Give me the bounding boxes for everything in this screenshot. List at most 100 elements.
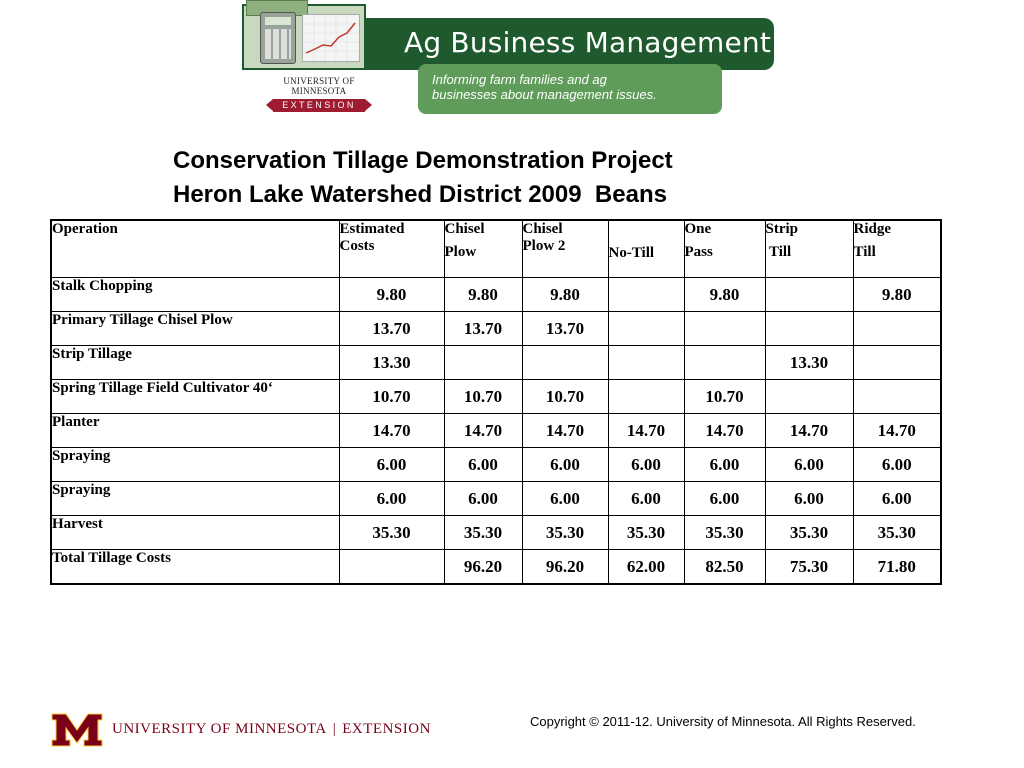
operation-cell: Spraying (50, 481, 340, 516)
cost-cell: 13.30 (338, 345, 445, 380)
cost-cell: 13.70 (521, 311, 609, 346)
graph-icon (302, 14, 360, 62)
cost-cell: 14.70 (443, 413, 523, 448)
cost-cell: 6.00 (338, 481, 445, 516)
cost-cell: 10.70 (338, 379, 445, 414)
cost-cell: 62.00 (607, 549, 685, 585)
cost-cell: 13.70 (338, 311, 445, 346)
cost-cell: 35.30 (338, 515, 445, 550)
cost-cell: 71.80 (852, 549, 942, 585)
table-row: Spring Tillage Field Cultivator 40‘ 10.70… (50, 379, 942, 414)
table-row: Primary Tillage Chisel Plow 13.70 13.70 13.… (50, 311, 942, 346)
header-cell: Chisel Plow (443, 219, 523, 278)
footer-university: UNIVERSITY OF MINNESOTA (112, 721, 327, 737)
table-header-row: Operation Estimated Costs Chisel Plow Chisel P… (50, 219, 942, 278)
cost-cell: 6.00 (443, 447, 523, 482)
cost-cell: 14.70 (764, 413, 854, 448)
copyright-notice: Copyright © 2011-12. University of Minne… (530, 714, 916, 729)
header-line2: Till (765, 244, 792, 260)
cost-cell: 9.80 (852, 277, 942, 312)
header-line2: Till (853, 244, 876, 260)
footer-umn-logo: UNIVERSITY OF MINNESOTA | EXTENSION (50, 712, 430, 748)
tagline-line2: businesses about management issues. (432, 87, 657, 102)
cost-cell: 35.30 (683, 515, 766, 550)
header-banner: Ag Business Management UNIVERSITY OF MIN… (242, 0, 774, 114)
table-row: Total Tillage Costs 96.20 96.20 62.00 82.50 7… (50, 549, 942, 585)
title-line2: Heron Lake Watershed District 2009 Beans (173, 181, 667, 208)
table-row: Spraying 6.00 6.00 6.00 6.00 6.00 6.00 6.00 (50, 481, 942, 516)
cost-cell: 6.00 (521, 447, 609, 482)
page-title: Conservation Tillage Demonstration Proje… (173, 144, 673, 212)
table-row: Planter 14.70 14.70 14.70 14.70 14.70 14.70 14.… (50, 413, 942, 448)
cost-cell (852, 379, 942, 414)
cost-cell: 6.00 (521, 481, 609, 516)
cost-cell (852, 345, 942, 380)
operation-cell: Spraying (50, 447, 340, 482)
cost-cell (764, 277, 854, 312)
cost-cell: 6.00 (852, 447, 942, 482)
header-line2: Pass (684, 244, 713, 260)
cost-cell (338, 549, 445, 585)
header-operation: Operation (50, 219, 340, 278)
tillage-cost-table: Operation Estimated Costs Chisel Plow Chisel P… (50, 219, 942, 585)
footer-separator: | (332, 721, 337, 737)
cost-cell: 10.70 (683, 379, 766, 414)
cost-cell (443, 345, 523, 380)
cost-cell: 14.70 (683, 413, 766, 448)
cost-cell: 14.70 (338, 413, 445, 448)
cost-cell (607, 311, 685, 346)
cost-cell: 35.30 (443, 515, 523, 550)
operation-cell: Planter (50, 413, 340, 448)
cost-cell: 9.80 (683, 277, 766, 312)
cost-cell: 35.30 (852, 515, 942, 550)
header-cell: Estimated Costs (338, 219, 445, 278)
cost-cell: 9.80 (443, 277, 523, 312)
header-line2: Plow 2 (522, 238, 566, 254)
cost-cell (607, 277, 685, 312)
calculator-icon (260, 12, 296, 64)
table-row: Strip Tillage 13.30 13.30 (50, 345, 942, 380)
cost-cell: 6.00 (683, 447, 766, 482)
cost-cell: 6.00 (764, 447, 854, 482)
cost-cell: 6.00 (338, 447, 445, 482)
table-row: Harvest 35.30 35.30 35.30 35.30 35.30 35.30 35.… (50, 515, 942, 550)
tagline-box: Informing farm families and ag businesse… (418, 64, 722, 114)
operation-cell: Total Tillage Costs (50, 549, 340, 585)
header-cell: Strip Till (764, 219, 854, 278)
calculator-graph-icon (242, 0, 366, 70)
header-line1: Chisel (444, 221, 485, 237)
cost-cell: 75.30 (764, 549, 854, 585)
cost-cell: 96.20 (443, 549, 523, 585)
cost-cell: 35.30 (607, 515, 685, 550)
operation-cell: Stalk Chopping (50, 277, 340, 312)
cost-cell: 9.80 (338, 277, 445, 312)
cost-cell: 13.30 (764, 345, 854, 380)
header-line2: Plow (444, 244, 477, 260)
cost-cell: 6.00 (607, 481, 685, 516)
header-line1: Estimated (339, 221, 405, 237)
cost-cell: 6.00 (607, 447, 685, 482)
operation-cell: Harvest (50, 515, 340, 550)
header-cell: One Pass (683, 219, 766, 278)
operation-cell: Primary Tillage Chisel Plow (50, 311, 340, 346)
title-line1: Conservation Tillage Demonstration Proje… (173, 147, 673, 174)
table-row: Stalk Chopping 9.80 9.80 9.80 9.80 9.80 (50, 277, 942, 312)
cost-cell: 13.70 (443, 311, 523, 346)
operation-cell: Strip Tillage (50, 345, 340, 380)
table-row: Spraying 6.00 6.00 6.00 6.00 6.00 6.00 6.00 (50, 447, 942, 482)
footer-text: UNIVERSITY OF MINNESOTA | EXTENSION (112, 721, 431, 738)
header-cell: Ridge Till (852, 219, 942, 278)
cost-cell: 14.70 (607, 413, 685, 448)
table-body: Stalk Chopping 9.80 9.80 9.80 9.80 9.80 Primar… (50, 277, 942, 585)
cost-cell: 6.00 (683, 481, 766, 516)
cost-cell (521, 345, 609, 380)
cost-cell: 6.00 (764, 481, 854, 516)
cost-cell (764, 379, 854, 414)
cost-cell: 6.00 (852, 481, 942, 516)
footer-extension: EXTENSION (342, 721, 431, 737)
extension-ribbon: EXTENSION (266, 99, 372, 112)
cost-cell: 82.50 (683, 549, 766, 585)
cost-cell (683, 345, 766, 380)
tagline-line1: Informing farm families and ag (432, 72, 607, 87)
cost-cell: 9.80 (521, 277, 609, 312)
